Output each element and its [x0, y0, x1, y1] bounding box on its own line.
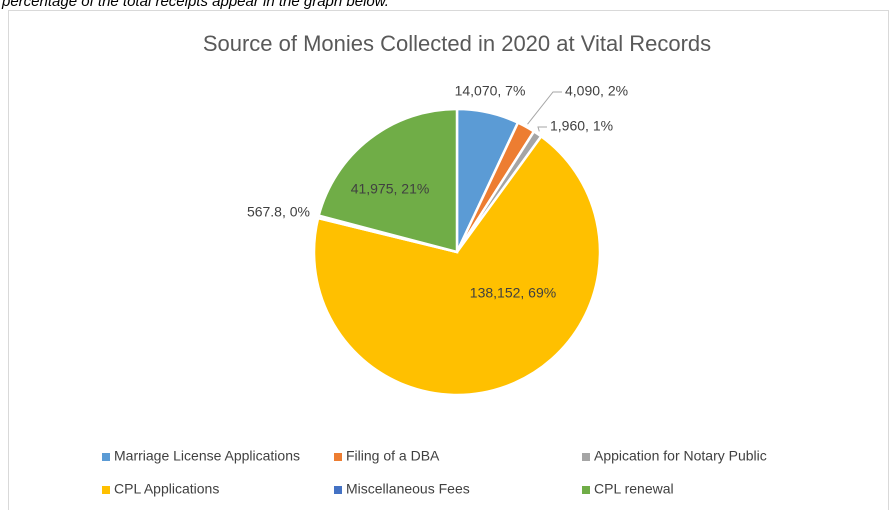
legend-swatch: [334, 453, 342, 461]
legend-label: Marriage License Applications: [114, 448, 300, 464]
legend-swatch: [582, 486, 590, 494]
leader-line: [527, 91, 562, 125]
leader-line: [537, 126, 547, 132]
legend-swatch: [102, 453, 110, 461]
intro-text: percentage of the total receipts appear …: [1, 0, 389, 10]
data-label: 41,975, 21%: [351, 181, 430, 197]
pie-slice: [312, 134, 602, 397]
data-label: 1,960, 1%: [550, 118, 613, 134]
data-label: 567.8, 0%: [247, 204, 310, 220]
legend-label: CPL renewal: [594, 481, 674, 497]
data-label: 4,090, 2%: [565, 83, 628, 99]
legend-swatch: [582, 453, 590, 461]
legend-label: Filing of a DBA: [346, 448, 440, 464]
legend-label: Appication for Notary Public: [594, 448, 767, 464]
legend-label: CPL Applications: [114, 481, 219, 497]
legend-swatch: [334, 486, 342, 494]
pie-slice: [317, 107, 459, 254]
chart-title: Source of Monies Collected in 2020 at Vi…: [203, 31, 711, 56]
legend-label: Miscellaneous Fees: [346, 481, 470, 497]
data-label: 138,152, 69%: [470, 285, 556, 301]
data-label: 14,070, 7%: [455, 83, 526, 99]
legend-swatch: [102, 486, 110, 494]
